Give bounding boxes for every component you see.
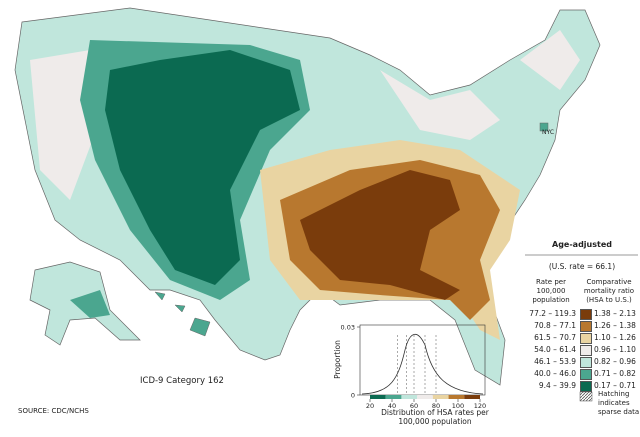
legend-rate: 54.0 – 61.4: [534, 345, 576, 354]
color-bar: [448, 395, 465, 399]
legend-rate: 70.8 – 77.1: [534, 321, 576, 330]
legend-ratio: 0.71 – 0.82: [594, 369, 636, 378]
legend-swatch: [580, 369, 592, 380]
distribution-y-label: Proportion: [332, 340, 342, 379]
color-bar: [432, 395, 449, 399]
legend-swatch: [580, 309, 592, 320]
x-tick-label: 100: [452, 402, 464, 410]
rate-header: Rate per 100,000 population: [532, 278, 570, 304]
color-bar: [464, 395, 480, 399]
legend-ratio: 1.10 – 1.26: [594, 333, 636, 342]
region-darkgreen: [105, 50, 300, 285]
category-label: ICD-9 Category 162: [140, 376, 224, 386]
legend-swatch: [580, 381, 592, 392]
color-bar: [385, 395, 402, 399]
nyc-box: [539, 122, 549, 132]
color-bar: [370, 395, 386, 399]
us-rate: (U.S. rate = 66.1): [548, 262, 616, 271]
y-tick-label: 0: [351, 392, 355, 400]
ratio-header: Comparative mortality ratio (HSA to U.S.…: [583, 278, 635, 304]
source-label: SOURCE: CDC/NCHS: [18, 407, 89, 415]
color-bar: [401, 395, 418, 399]
density-curve: [361, 333, 484, 395]
legend-swatch: [580, 321, 592, 332]
legend-title: Age-adjusted: [552, 240, 612, 249]
x-tick-label: 40: [388, 402, 396, 410]
x-tick-label: 20: [366, 402, 374, 410]
distribution-x-label: Distribution of HSA rates per 100,000 po…: [381, 408, 489, 426]
region-darkbrown: [300, 170, 460, 300]
distribution-chart: 0.03 0 20 40 60 80 100 120: [341, 324, 487, 411]
legend-rate: 40.0 – 46.0: [534, 369, 576, 378]
legend-swatch: [580, 333, 592, 344]
x-tick-label: 60: [410, 402, 418, 410]
legend-ratio: 1.38 – 2.13: [594, 309, 636, 318]
alaska-region: [70, 290, 110, 318]
legend-rate: 77.2 – 119.3: [529, 309, 576, 318]
x-tick-label: 80: [432, 402, 440, 410]
x-tick-label: 120: [474, 402, 486, 410]
color-bar: [417, 395, 433, 399]
legend-ratio: 0.17 – 0.71: [594, 381, 636, 390]
hatching-note: Hatching indicates sparse data: [598, 390, 640, 416]
legend-rate: 61.5 – 70.7: [534, 333, 576, 342]
legend-ratio: 1.26 – 1.38: [594, 321, 636, 330]
hatch-swatch: [579, 391, 593, 402]
legend-swatch: [580, 357, 592, 368]
y-tick-label: 0.03: [341, 324, 355, 332]
legend-rate: 46.1 – 53.9: [534, 357, 576, 366]
nyc-label: NYC: [542, 129, 555, 136]
legend-ratio: 0.96 – 1.10: [594, 345, 636, 354]
legend-swatch: [580, 345, 592, 356]
legend-ratio: 0.82 – 0.96: [594, 357, 636, 366]
hawaii: [154, 291, 211, 337]
legend-rate: 9.4 – 39.9: [538, 381, 576, 390]
region-light: [30, 30, 580, 200]
